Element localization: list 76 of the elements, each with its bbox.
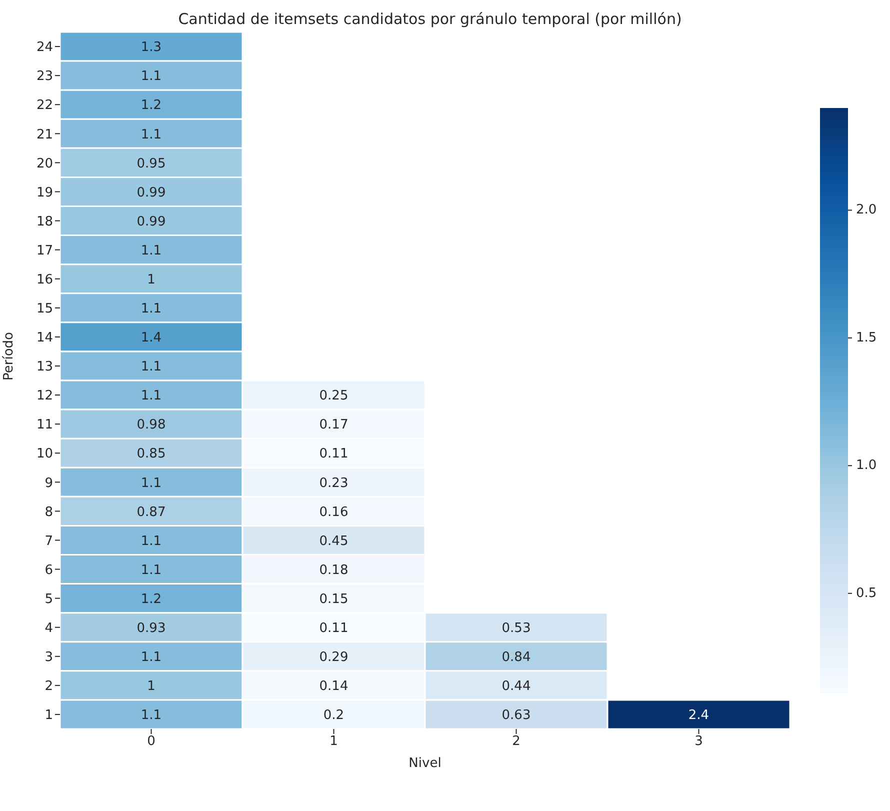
x-tick-label: 1 [330,734,338,750]
data-label: 1.2 [140,98,162,114]
y-tick-label: 22 [36,98,53,114]
data-label: 1.1 [140,534,162,549]
data-label: 1.1 [140,476,162,491]
data-label: 2.4 [688,708,710,724]
y-tick-label: 24 [36,40,53,56]
y-tick-label: 20 [36,156,53,172]
color-bar-label: 0.5 [856,586,877,601]
y-tick-label: 10 [36,446,53,462]
data-label: 1.1 [140,69,162,84]
data-label: 1 [147,272,156,288]
y-tick-label: 14 [36,330,53,346]
data-label: 1.3 [140,40,162,56]
data-label: 0.95 [136,156,166,172]
data-label: 1.2 [140,592,162,607]
data-label: 0.44 [502,679,531,694]
data-label: 1.1 [140,243,162,258]
y-tick-label: 8 [44,504,53,520]
y-tick-label: 19 [36,185,53,200]
data-label: 1.1 [140,562,162,578]
data-label: 0.29 [319,650,348,666]
data-label: 0.45 [319,534,348,549]
color-bar-label: 2.0 [856,202,877,218]
x-tick-label: 0 [147,734,156,750]
data-label: 1.1 [140,360,162,375]
y-tick-label: 11 [36,418,53,433]
y-tick-label: 16 [36,272,53,288]
y-tick-label: 6 [44,562,53,578]
y-tick-label: 12 [36,388,53,404]
y-tick-label: 3 [44,650,53,666]
data-label: 0.11 [319,620,348,636]
data-label: 0.85 [136,446,166,462]
data-label: 0.11 [319,446,348,462]
y-tick-label: 18 [36,214,53,230]
data-label: 0.53 [502,620,531,636]
data-label: 0.16 [319,504,348,520]
y-tick-label: 1 [44,708,53,724]
data-label: 1 [147,679,156,694]
y-tick-label: 5 [44,592,53,607]
data-label: 0.98 [136,418,166,433]
data-label: 1.4 [140,330,162,346]
data-label: 0.99 [136,214,166,230]
x-axis-title: Nivel [408,756,442,771]
data-label: 0.14 [319,679,348,694]
x-tick-label: 3 [694,734,703,750]
chart-title: Cantidad de itemsets candidatos por gránulo temporal (por millón) [177,10,683,28]
data-label: 0.84 [502,650,531,666]
data-label: 0.2 [323,708,344,724]
color-bar-label: 1.5 [856,330,877,346]
data-label: 1.1 [140,650,162,666]
y-tick-label: 9 [44,476,53,491]
data-label: 0.99 [136,185,166,200]
y-tick-label: 2 [44,679,53,694]
y-tick-label: 23 [36,69,53,84]
y-tick-label: 17 [36,243,53,258]
data-label: 1.1 [140,127,162,142]
data-label: 0.93 [136,620,166,636]
y-tick-label: 21 [36,127,53,142]
y-tick-label: 4 [44,620,53,636]
y-tick-label: 7 [44,534,53,549]
data-label: 1.1 [140,302,162,317]
data-label: 0.23 [319,476,348,491]
x-tick-label: 2 [512,734,520,750]
y-tick-label: 13 [36,360,53,375]
data-label: 0.17 [319,418,348,433]
color-bar-label: 1.0 [856,458,877,474]
data-label: 0.18 [319,562,348,578]
data-label: 0.63 [502,708,531,724]
y-tick-label: 15 [36,302,53,317]
y-axis-title: Período [2,332,17,380]
data-label: 0.87 [136,504,166,520]
data-label: 0.25 [319,388,348,404]
data-label: 0.15 [319,592,348,607]
data-label: 1.1 [140,708,162,724]
data-label: 1.1 [140,388,162,404]
